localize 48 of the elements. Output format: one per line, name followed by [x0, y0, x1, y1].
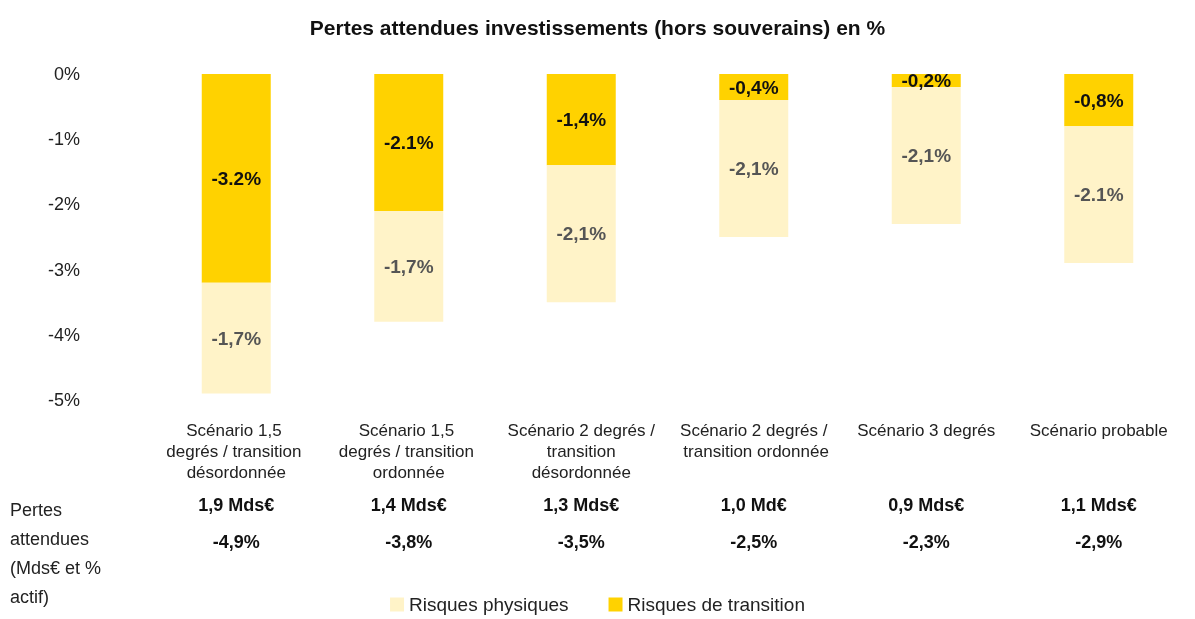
text: 0,9 Mds€: [888, 495, 965, 515]
x-tick-label: Scénario 2 degrés / transition désordonnée: [507, 421, 656, 482]
text: 1,3 Mds€: [543, 495, 620, 515]
text: -4,9%: [212, 532, 260, 552]
bar: [546, 165, 616, 303]
data-label: -3.2%: [211, 167, 262, 189]
data-label: -0,4%: [728, 76, 779, 98]
data-label: -2,1%: [901, 145, 952, 166]
x-tick-label: Scénario 1,5 degrés / transition désordonnée: [166, 421, 307, 482]
x-tick-label: Scénario 2 degrés / transition ordonnée: [678, 421, 829, 461]
bar: [201, 282, 271, 394]
x-tick-label: Scénario probable: [1029, 421, 1168, 440]
text: -3,8%: [385, 532, 433, 552]
data-label: -1,7%: [383, 255, 434, 277]
data-label: -2.1%: [1073, 184, 1124, 206]
bar: [719, 100, 789, 237]
y-tick-label: -2%: [47, 194, 80, 215]
text: 1,1 Mds€: [1060, 495, 1137, 515]
text: 1,9 Mds€: [198, 495, 275, 515]
bar: [201, 74, 271, 283]
data-label: -2,1%: [556, 223, 607, 245]
text: -3,5%: [557, 532, 605, 552]
data-label: -2,1%: [728, 158, 779, 180]
data-label: -2.1%: [383, 131, 434, 153]
data-label: -1,7%: [211, 327, 262, 349]
legend-label: Risques de transition: [627, 594, 805, 615]
text: -2,3%: [902, 532, 950, 552]
y-tick-label: -3%: [47, 259, 80, 280]
text: Pertes attendues (Mds€ et % actif): [10, 499, 107, 607]
y-tick-label: -5%: [47, 390, 80, 410]
data-label: -0,2%: [901, 70, 952, 92]
y-tick-label: -1%: [47, 129, 80, 150]
text: -2,5%: [730, 532, 778, 552]
legend-label: Risques physiques: [409, 594, 569, 615]
bar: [1064, 126, 1134, 264]
data-label: -0,8%: [1073, 89, 1124, 111]
x-tick-label: Scénario 3 degrés: [857, 421, 996, 440]
y-tick-label: -4%: [47, 324, 80, 345]
text: -2,9%: [1075, 532, 1123, 552]
data-label: -1,4%: [556, 109, 607, 131]
y-tick-label: 0%: [53, 64, 80, 84]
bar: [546, 74, 616, 166]
bar: [374, 210, 444, 322]
text: 1,0 Md€: [720, 495, 787, 515]
chart-title: Pertes attendues investissements (hors souverains) en %: [309, 16, 886, 39]
bar: [374, 74, 444, 211]
x-tick-label: Scénario 1,5 degrés / transition ordonnée: [338, 421, 479, 482]
text: 1,4 Mds€: [370, 495, 447, 515]
